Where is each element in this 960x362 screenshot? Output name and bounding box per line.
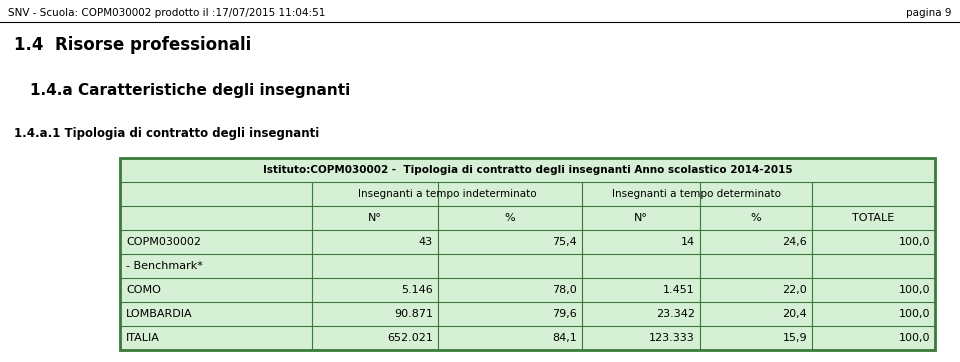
Bar [120, 158, 935, 350]
Text: 100,0: 100,0 [899, 285, 930, 295]
Text: SNV - Scuola: COPM030002 prodotto il :17/07/2015 11:04:51: SNV - Scuola: COPM030002 prodotto il :17… [8, 8, 325, 18]
Text: 100,0: 100,0 [899, 309, 930, 319]
Text: 15,9: 15,9 [782, 333, 807, 343]
Text: 14: 14 [681, 237, 695, 247]
Text: LOMBARDIA: LOMBARDIA [126, 309, 193, 319]
Text: 90.871: 90.871 [394, 309, 433, 319]
Text: Insegnanti a tempo indeterminato: Insegnanti a tempo indeterminato [358, 189, 537, 199]
Text: COPM030002: COPM030002 [126, 237, 201, 247]
Text: 100,0: 100,0 [899, 237, 930, 247]
Text: TOTALE: TOTALE [852, 213, 895, 223]
Text: 123.333: 123.333 [649, 333, 695, 343]
Text: - Benchmark*: - Benchmark* [126, 261, 203, 271]
Text: Istituto:COPM030002 -  Tipologia di contratto degli insegnanti Anno scolastico 2: Istituto:COPM030002 - Tipologia di contr… [263, 165, 792, 175]
Text: 20,4: 20,4 [782, 309, 807, 319]
Text: 100,0: 100,0 [899, 333, 930, 343]
Text: 43: 43 [419, 237, 433, 247]
Text: N°: N° [634, 213, 648, 223]
Text: 1.4.a Caratteristiche degli insegnanti: 1.4.a Caratteristiche degli insegnanti [30, 83, 350, 97]
Text: 652.021: 652.021 [387, 333, 433, 343]
Text: N°: N° [368, 213, 382, 223]
Text: COMO: COMO [126, 285, 161, 295]
Text: 24,6: 24,6 [782, 237, 807, 247]
Text: pagina 9: pagina 9 [906, 8, 952, 18]
Text: 5.146: 5.146 [401, 285, 433, 295]
Text: 78,0: 78,0 [552, 285, 577, 295]
Text: 79,6: 79,6 [552, 309, 577, 319]
Text: Insegnanti a tempo determinato: Insegnanti a tempo determinato [612, 189, 781, 199]
Text: %: % [505, 213, 516, 223]
Text: 22,0: 22,0 [782, 285, 807, 295]
Text: 1.4  Risorse professionali: 1.4 Risorse professionali [14, 36, 252, 54]
Text: ITALIA: ITALIA [126, 333, 160, 343]
Text: 75,4: 75,4 [552, 237, 577, 247]
Text: 1.4.a.1 Tipologia di contratto degli insegnanti: 1.4.a.1 Tipologia di contratto degli ins… [14, 126, 320, 139]
Text: 23.342: 23.342 [656, 309, 695, 319]
Text: 1.451: 1.451 [663, 285, 695, 295]
Text: %: % [751, 213, 761, 223]
Text: 84,1: 84,1 [552, 333, 577, 343]
